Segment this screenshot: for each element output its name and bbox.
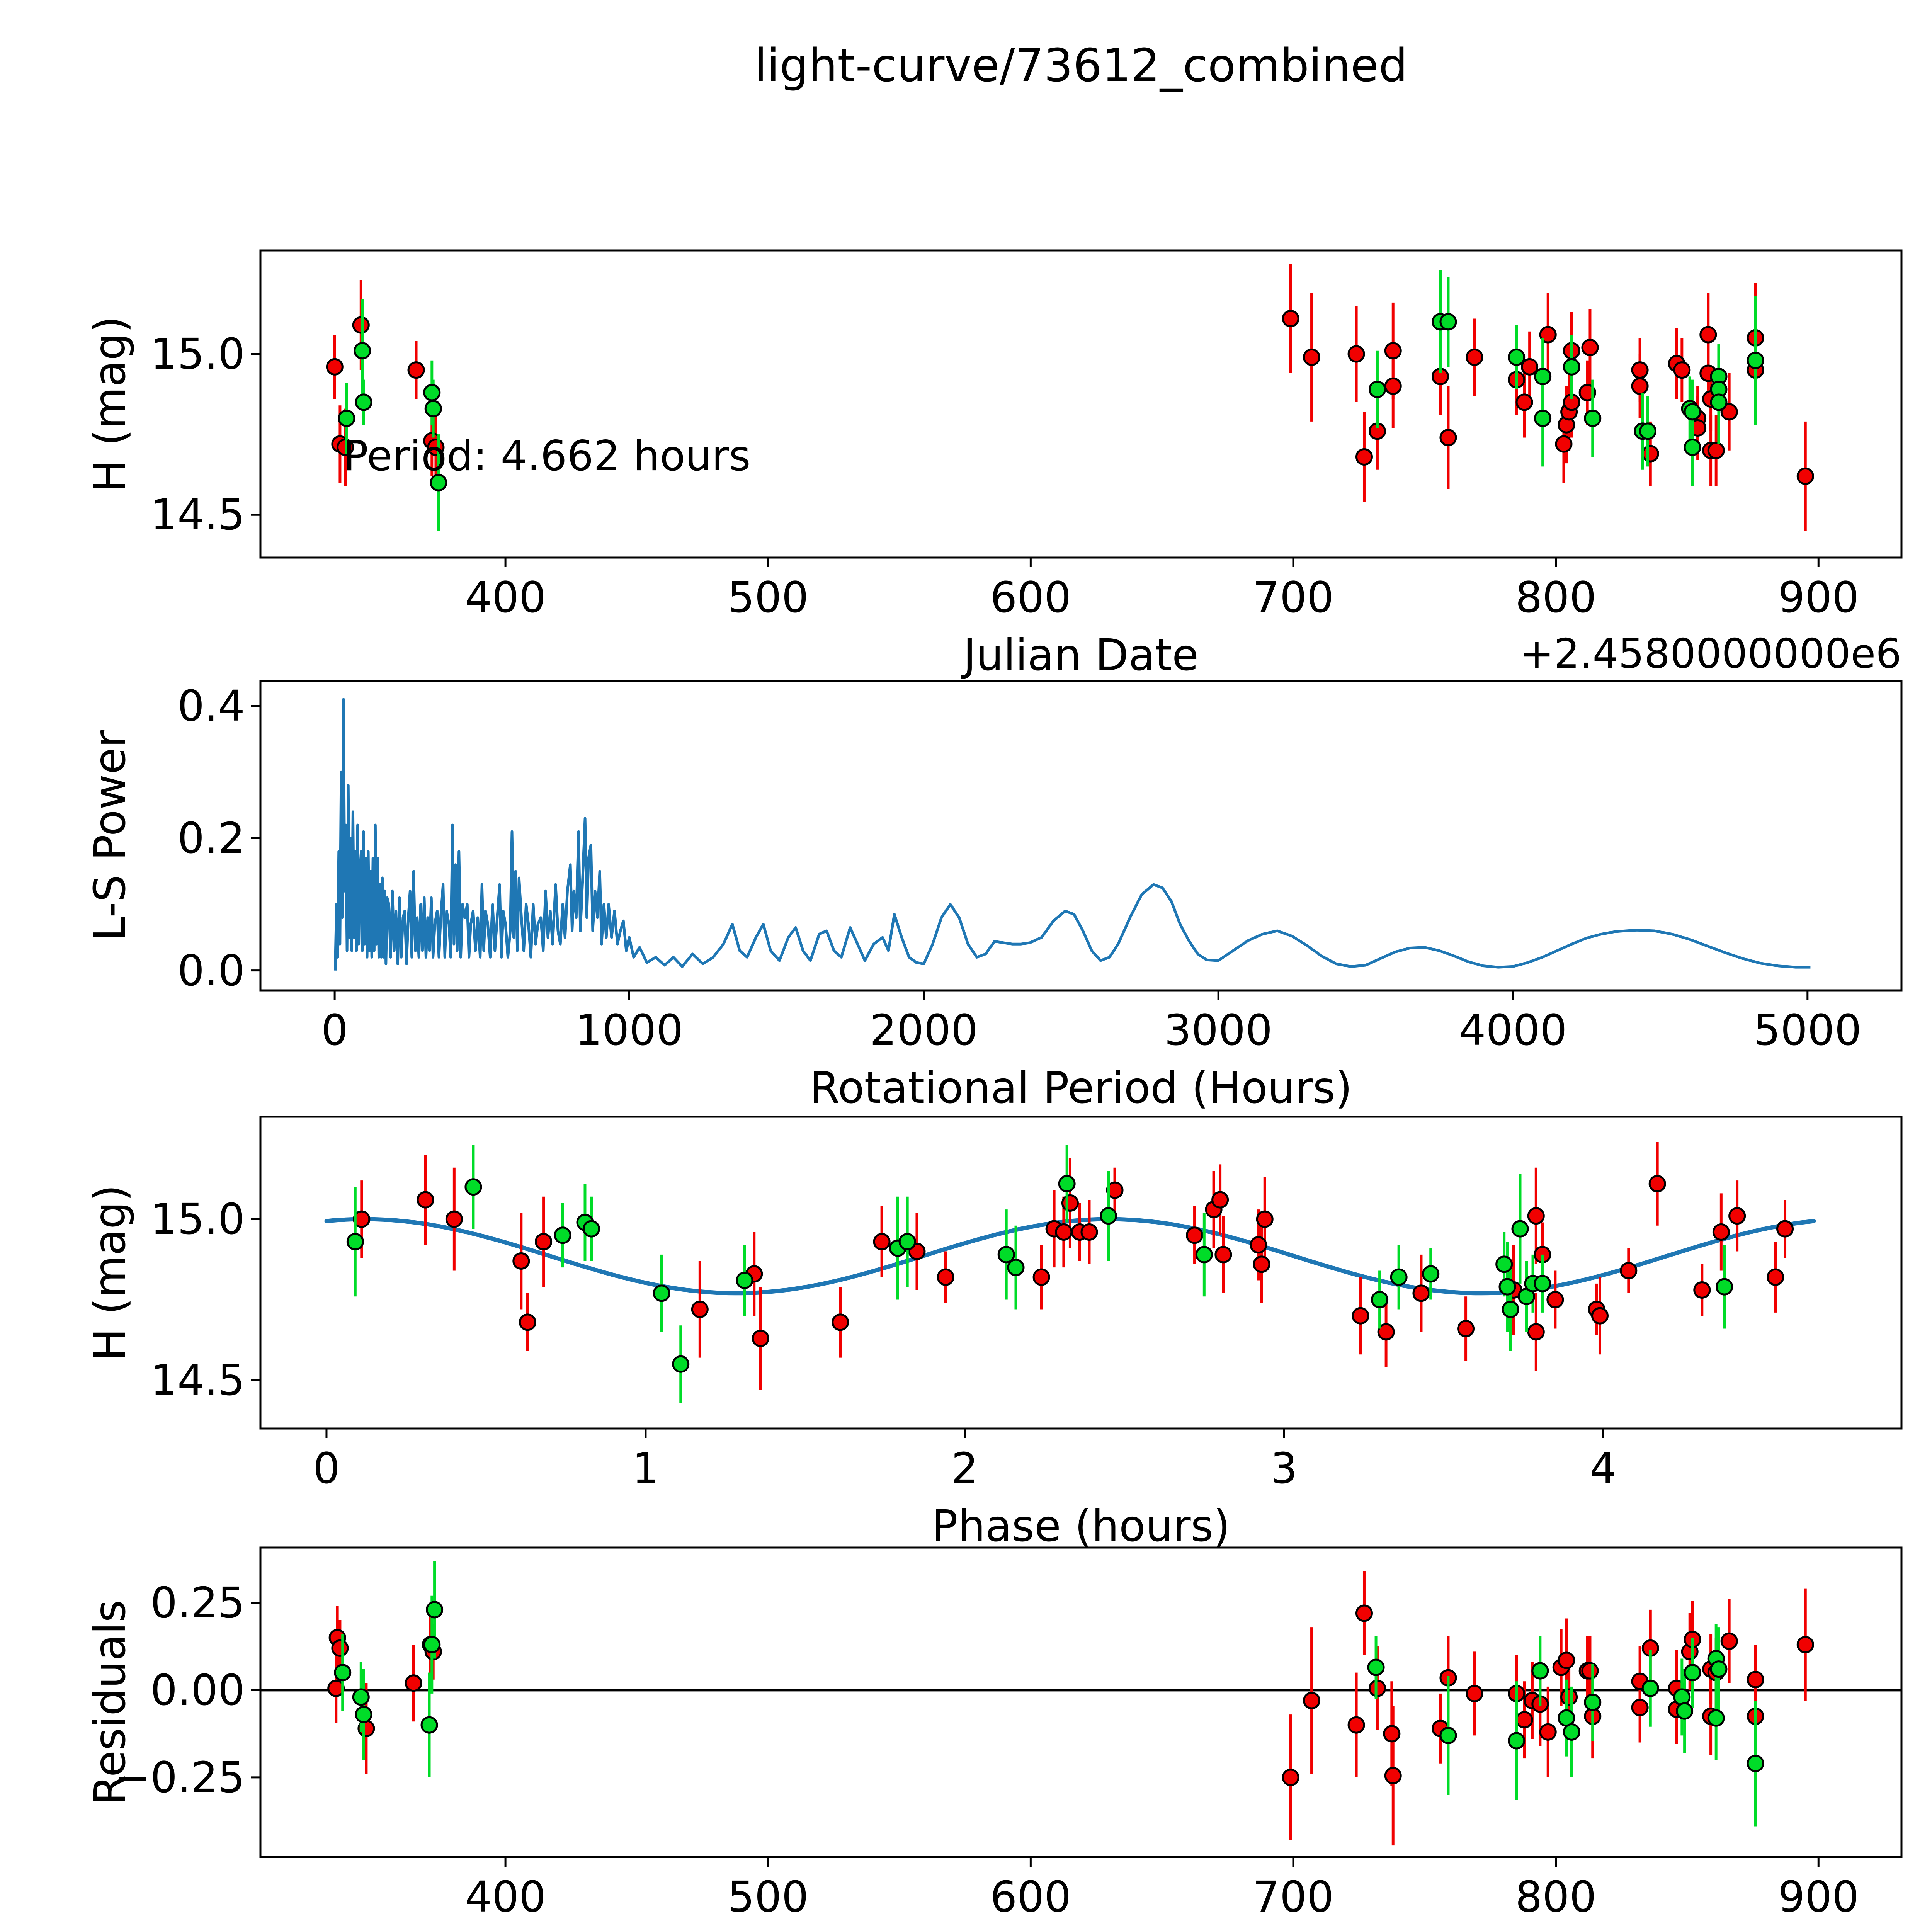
markers-green-points [334, 1601, 1764, 1772]
periodogram-curve [334, 698, 1811, 971]
panel-periodogram [251, 680, 1903, 1000]
markers-green-points [346, 1175, 1733, 1373]
tick-label: 0.2 [177, 813, 245, 863]
tick-label: 14.5 [150, 490, 245, 540]
tick-label: 0.25 [150, 1578, 245, 1628]
tick-label: −0.25 [114, 1752, 245, 1802]
xlabel-residuals: Julian Date [260, 1930, 1901, 1932]
figure-title: light-curve/73612_combined [754, 39, 1408, 92]
tick-label: 500 [727, 573, 809, 622]
tick-label: 700 [1252, 573, 1334, 622]
tick-label: 900 [1778, 1872, 1859, 1922]
markers-green-points [338, 313, 1764, 492]
tick-label: 500 [727, 1872, 809, 1922]
tick-label: 800 [1515, 1872, 1597, 1922]
tick-label: 400 [465, 1872, 546, 1922]
panel-residuals [251, 1546, 1903, 1867]
offset-lightcurve: +2.4580000000e6 [1520, 630, 1901, 677]
markers-red-points [353, 1175, 1794, 1347]
tick-label: 15.0 [150, 1194, 245, 1244]
tick-label: 1000 [575, 1005, 684, 1055]
tick-label: 0 [313, 1444, 340, 1493]
error-bars-red-points [335, 1571, 1807, 1846]
tick-label: 800 [1515, 573, 1597, 622]
tick-label: 0 [321, 1005, 349, 1055]
panel-lightcurve [251, 249, 1903, 567]
tick-label: 700 [1252, 1872, 1334, 1922]
tick-label: 14.5 [150, 1355, 245, 1405]
tick-label: 15.0 [150, 329, 245, 379]
tick-label: 0.4 [177, 681, 245, 731]
tick-label: 4000 [1459, 1005, 1567, 1055]
offset-residuals: +2.4580000000e6 [260, 1930, 1901, 1932]
panel-phase [251, 1116, 1903, 1438]
tick-label: 5000 [1753, 1005, 1862, 1055]
tick-label: 900 [1778, 573, 1859, 622]
tick-label: 3 [1270, 1444, 1298, 1493]
error-bars-green-points [341, 1561, 1757, 1827]
tick-label: 4 [1589, 1444, 1617, 1493]
tick-label: 600 [990, 573, 1071, 622]
tick-label: 2 [951, 1444, 978, 1493]
xlabel-lightcurve: Julian Date [963, 630, 1199, 680]
tick-label: 600 [990, 1872, 1071, 1922]
tick-label: 2000 [869, 1005, 978, 1055]
tick-label: 0.00 [150, 1665, 245, 1715]
tick-label: 3000 [1164, 1005, 1273, 1055]
error-bars-green-points [345, 270, 1757, 531]
tick-label: 400 [465, 573, 546, 622]
xlabel-periodogram: Rotational Period (Hours) [810, 1063, 1352, 1113]
tick-label: 0.0 [177, 946, 245, 995]
period-annotation: Period: 4.662 hours [343, 432, 751, 480]
xlabel-phase: Phase (hours) [932, 1501, 1230, 1551]
tick-label: 1 [632, 1444, 659, 1493]
